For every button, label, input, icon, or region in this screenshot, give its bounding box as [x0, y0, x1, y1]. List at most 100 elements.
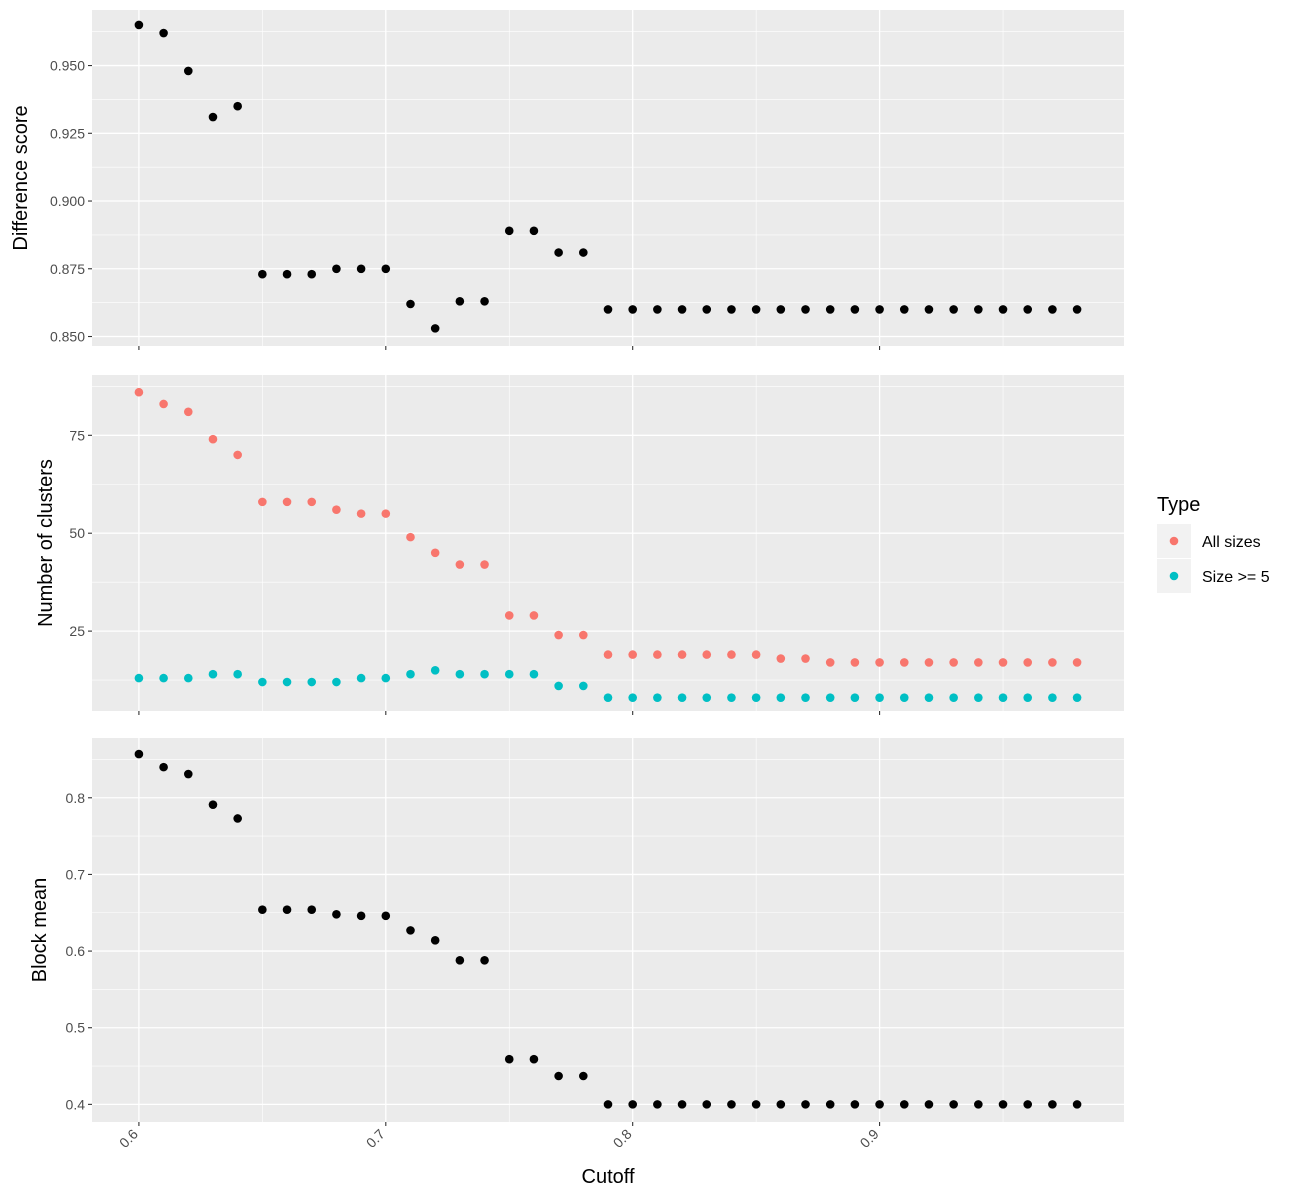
data-point	[653, 1100, 662, 1109]
data-point	[677, 650, 687, 659]
data-point	[924, 1100, 934, 1109]
data-point	[381, 911, 391, 921]
data-point	[134, 673, 144, 683]
data-point	[924, 658, 934, 667]
data-point	[233, 669, 242, 679]
data-point	[406, 926, 415, 935]
x-axis: 0.6 0.7 0.8 0.9	[116, 1126, 882, 1151]
panel-background	[92, 10, 1124, 346]
data-point	[208, 434, 218, 444]
data-point	[875, 305, 884, 314]
data-point	[554, 630, 563, 640]
data-point	[801, 1100, 810, 1109]
data-point	[529, 226, 539, 236]
data-point	[899, 305, 909, 314]
data-point	[974, 1100, 983, 1109]
data-point	[628, 650, 637, 659]
data-point	[406, 532, 415, 542]
data-point	[776, 1100, 786, 1109]
legend: Type All sizes Size >= 5	[1157, 494, 1270, 593]
data-point	[702, 1100, 712, 1109]
data-point	[455, 296, 465, 306]
data-point	[924, 305, 934, 314]
data-point	[430, 324, 440, 333]
data-point	[208, 669, 218, 679]
data-point	[825, 693, 835, 702]
data-point	[825, 305, 835, 314]
data-point	[480, 560, 489, 569]
data-point	[480, 955, 489, 965]
data-point	[159, 673, 168, 683]
data-point	[801, 654, 810, 663]
x-axis-title: Cutoff	[582, 1166, 635, 1188]
legend-label: All sizes	[1202, 534, 1261, 551]
data-point	[356, 264, 366, 274]
data-point	[183, 407, 193, 417]
data-point	[1023, 693, 1033, 702]
series-1	[134, 749, 1082, 1109]
data-point	[949, 658, 958, 667]
data-point	[727, 1100, 736, 1109]
data-point	[603, 693, 613, 702]
series-1	[134, 20, 1082, 333]
data-point	[603, 650, 613, 659]
data-point	[825, 1100, 835, 1109]
data-point	[258, 677, 267, 687]
data-point	[974, 693, 983, 702]
data-point	[356, 911, 366, 921]
legend-title: Type	[1157, 494, 1200, 516]
data-point	[579, 1071, 588, 1081]
data-point	[455, 560, 465, 569]
y-tick-label: 0.875	[50, 261, 85, 277]
data-point	[480, 296, 489, 306]
data-point	[504, 669, 514, 679]
data-point	[603, 305, 613, 314]
y-axis-title: Block mean	[29, 878, 51, 983]
data-point	[430, 936, 440, 945]
panel-background	[92, 738, 1124, 1122]
data-point	[776, 654, 786, 663]
data-point	[356, 509, 366, 518]
data-point	[159, 399, 168, 409]
y-tick-label: 0.8	[66, 790, 86, 806]
data-point	[406, 299, 415, 309]
data-point	[381, 509, 391, 518]
data-point	[455, 669, 465, 679]
data-point	[381, 673, 391, 683]
data-point	[381, 264, 391, 274]
data-point	[233, 450, 242, 460]
data-point	[875, 1100, 884, 1109]
y-tick-label: 50	[69, 525, 85, 541]
y-axis-title: Number of clusters	[35, 459, 57, 627]
data-point	[579, 630, 588, 640]
data-point	[628, 305, 637, 314]
data-point	[208, 112, 218, 122]
legend-swatch	[1169, 571, 1179, 581]
data-point	[628, 693, 637, 702]
data-point	[677, 1100, 687, 1109]
data-point	[949, 693, 958, 702]
data-point	[998, 1100, 1008, 1109]
data-point	[899, 658, 909, 667]
data-point	[332, 264, 341, 274]
data-point	[850, 1100, 860, 1109]
data-point	[159, 28, 168, 38]
data-point	[282, 677, 292, 687]
x-tick-label: 0.9	[857, 1126, 882, 1151]
data-point	[307, 677, 317, 687]
panel-3: 0.4 0.5 0.6 0.7 0.8 Block mean	[29, 738, 1124, 1126]
data-point	[233, 814, 242, 823]
data-point	[1023, 1100, 1033, 1109]
data-point	[677, 305, 687, 314]
data-point	[801, 693, 810, 702]
data-point	[1072, 305, 1082, 314]
data-point	[529, 1054, 539, 1064]
data-point	[183, 66, 193, 76]
data-point	[282, 497, 292, 507]
data-point	[134, 749, 144, 759]
data-point	[850, 305, 860, 314]
data-point	[554, 1071, 563, 1081]
y-tick-label: 0.950	[50, 58, 85, 74]
data-point	[751, 650, 761, 659]
data-point	[998, 693, 1008, 702]
